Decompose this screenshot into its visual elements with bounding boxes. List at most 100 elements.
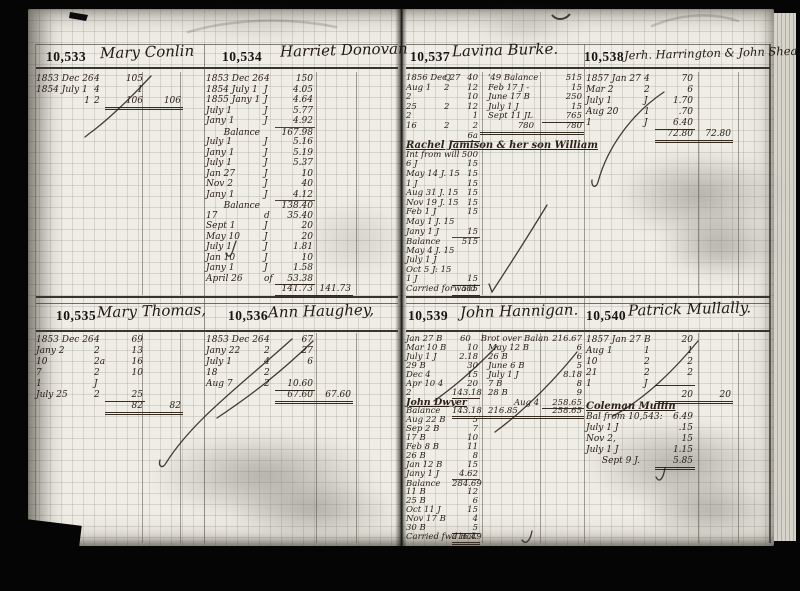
entry-amount: 15 [681, 434, 693, 444]
entry-amount: 10 [131, 368, 143, 378]
entry-ref: 2 [94, 390, 100, 400]
entry-amount: 143.18 [452, 407, 482, 419]
entry-date: 10 [586, 357, 598, 367]
entry-ref: 2 [444, 101, 450, 112]
entry-amount: 53.38 [275, 274, 315, 285]
column-rule [584, 44, 585, 543]
entry-amount-2: 141.73 [315, 284, 353, 298]
entry-amount: 12 [467, 82, 478, 93]
entry-date: Jan 12 B [406, 460, 443, 470]
entry-ref: J [264, 105, 268, 116]
ledger-entry: July 1 J 5.77 [206, 106, 398, 117]
ledger-entry: 1 2 106 106 [36, 96, 204, 110]
entry-amount: 40 [301, 179, 313, 189]
entry-ref: 2 [644, 368, 650, 378]
entry-amount: 5.19 [292, 147, 313, 158]
entry-date: Jany 1 [206, 189, 235, 200]
ledger-entry: 6a [406, 131, 584, 143]
entry-ref: J [94, 379, 98, 389]
entry-amount: 10 [301, 168, 313, 179]
entry-amount-2: 765 [542, 112, 584, 123]
entry-date: Jany 1 J [406, 226, 439, 237]
ledger-entry: Bal from 10,543: 6.49 [586, 412, 770, 423]
entry-amount: 138.40 [275, 200, 315, 212]
ledger-entry: 30 B 5 [406, 524, 584, 534]
entry-ref: J [264, 95, 268, 105]
ledger-entry: May 10 J 20 [206, 232, 398, 243]
ledger-entry: 141.73 141.73 [206, 284, 398, 298]
entry-date-2: May 12 B [488, 343, 530, 353]
ledger-rule [406, 67, 770, 69]
entry-ref: 2 [264, 379, 270, 389]
ledger-rule [406, 303, 770, 304]
entry-ref: 4 [264, 357, 270, 367]
entry-date: May 14 J. 15 [406, 168, 460, 179]
entry-amount-2: 216.67 [552, 334, 582, 344]
ledger-entry: 1857 Jan 27 4 70 [586, 74, 770, 85]
entry-date: Aug 20 [586, 107, 619, 117]
ledger-entry: July 25 2 25 [36, 390, 204, 402]
entry-date: Jan 27 [206, 168, 236, 179]
ledger-entry: Balance 138.40 [206, 200, 398, 211]
entry-amount-2: 515 [565, 73, 582, 83]
ledger-entry: 1 J 6.40 [586, 118, 770, 130]
account-entries: 1853 Dec 26 4 69 Jany 2 2 13 10 2a 16 7 2 10 1 J July … [36, 333, 204, 543]
account-number: 10,538 [584, 49, 625, 64]
entry-date: 1 J [406, 178, 418, 189]
ledger-entry: 1 J 15 [406, 275, 584, 287]
entry-date: 1856 Dec 27 [406, 73, 461, 83]
ledger-entry: Jany 1 J 4.92 [206, 116, 398, 127]
account-entries: Jan 27 B 60 Brot over Balan 216.67 Mar 10 B 1… [406, 333, 584, 545]
account-entries: 1853 Dec 26 4 105 1854 July 1 4 1 1 2 106 106 [36, 72, 204, 295]
entry-date: 1853 Dec 26 [206, 74, 264, 84]
entry-amount: 5 [452, 524, 480, 534]
entry-date: 25 [406, 101, 417, 112]
entry-date: Jany 1 [206, 263, 235, 273]
entry-date: 10 [36, 357, 48, 367]
entry-date: Carried fwd Bal. [406, 532, 477, 542]
ledger-entry: Aug 7 2 10.60 [206, 379, 398, 391]
entry-amount: 6.40 [655, 118, 695, 130]
ledger-entry: Jany 1 J 1.58 [206, 263, 398, 274]
ledger-entry: May 1 J. 15 [406, 217, 584, 228]
entry-date-2: July 1 J [488, 101, 519, 112]
entry-ref: 4 [94, 335, 100, 345]
entry-date-2: 216.85 [480, 407, 542, 419]
entry-date: 25 B [406, 496, 426, 506]
entry-ref: J [644, 118, 648, 128]
entry-amount-2: 72.80 [695, 129, 733, 143]
entry-amount: 20 [301, 221, 313, 231]
entry-amount: 15 [467, 505, 478, 515]
ledger-entry: Jan 27 J 10 [206, 169, 398, 180]
ledger-entry: Sept 9 J. 5.85 [586, 456, 770, 470]
entry-date: Mar 10 B [406, 343, 447, 353]
entry-amount: 6.49 [672, 412, 693, 422]
entry-date: Jany 1 J [406, 469, 439, 479]
ledger-entry: Jany 1 J 15 [406, 226, 584, 239]
entry-amount: 60 [459, 334, 471, 344]
entry-date: May 10 [206, 231, 240, 242]
ledger-entry: Oct 11 J 15 [406, 506, 584, 515]
entry-amount: 105 [125, 74, 143, 84]
entry-amount: 2 [472, 120, 478, 131]
entry-amount-2: 780 [542, 121, 584, 135]
entry-amount: 11 [467, 442, 478, 452]
entry-amount: 5.77 [292, 105, 313, 116]
ledger-entry: Nov 2, 15 [586, 434, 770, 445]
ledger-entry: Sep 2 B 7 [406, 425, 584, 434]
entry-amount: 69 [131, 335, 143, 345]
ledger-entry: Aug 20 1 .70 [586, 107, 770, 118]
entry-date: 1854 July 1 [36, 85, 88, 95]
entry-date: 2 [406, 388, 412, 398]
entry-date: Nov 19 J. 15 [406, 197, 459, 208]
entry-date: Sept 9 J. [601, 456, 640, 466]
entry-date-2: Brot over Balan [480, 334, 549, 344]
entry-ref: J [264, 263, 268, 273]
entry-ref: J [264, 242, 268, 252]
ledger-entry: 17 B 10 [406, 434, 584, 443]
ledger-entry: Balance 284.69 [406, 479, 584, 489]
entry-amount: 150 [295, 74, 313, 84]
entry-ref: 2 [264, 368, 270, 378]
ledger-entry: 26 B 8 [406, 452, 584, 461]
